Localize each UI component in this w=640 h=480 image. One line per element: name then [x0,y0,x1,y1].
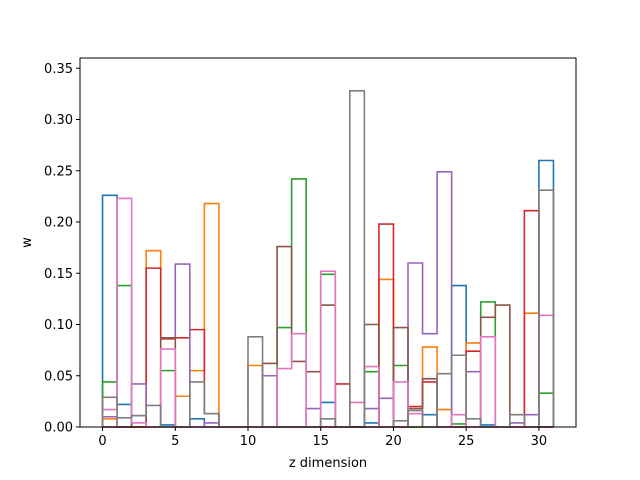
x-tick-label: 20 [385,434,402,449]
y-tick-label: 0.30 [44,113,73,128]
y-tick-label: 0.25 [44,164,73,179]
plot-area-frame [79,57,577,428]
x-tick-label: 30 [531,434,548,449]
y-axis-label: w [20,237,35,248]
y-tick-label: 0.35 [44,62,73,77]
y-tick-label: 0.10 [44,318,73,333]
x-tick-label: 5 [171,434,179,449]
x-axis-ticks: 0 5 10 15 20 25 30 [98,427,547,449]
y-tick-label: 0.05 [44,369,73,384]
x-axis-label: z dimension [289,456,367,471]
x-tick-label: 25 [458,434,475,449]
x-tick-label: 0 [98,434,106,449]
x-tick-label: 15 [312,434,329,449]
y-tick-label: 0.15 [44,267,73,282]
x-tick-label: 10 [240,434,257,449]
y-axis-ticks: 0.00 0.05 0.10 0.15 0.20 0.25 0.30 0.35 [44,62,80,436]
y-tick-label: 0.00 [44,421,73,436]
y-tick-label: 0.20 [44,216,73,231]
